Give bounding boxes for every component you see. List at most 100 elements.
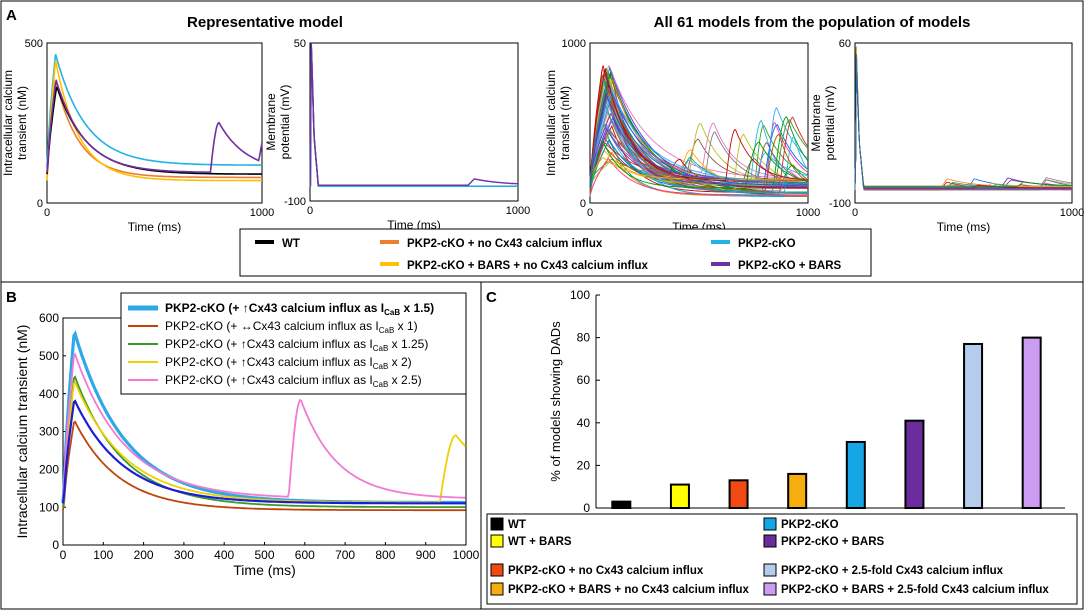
x-tick-label: 1000 <box>796 207 820 219</box>
b-series-line <box>61 399 466 505</box>
a3-model-line <box>589 66 808 184</box>
legend-c-swatch <box>490 534 504 548</box>
b-series-line <box>62 420 466 512</box>
a3-model-line <box>589 92 808 188</box>
legend-c-swatch <box>763 563 777 577</box>
a3-model-line <box>589 89 809 183</box>
b-series-line <box>62 375 466 508</box>
a4-model-line <box>854 54 1072 188</box>
legend-c: WT PKP2-cKO WT + BARS PKP2-cKO + BARS PK… <box>486 513 1078 605</box>
c-bar <box>904 419 925 510</box>
legend-b-entry: PKP2-cKO (+ ↔Cx43 calcium influx as ICaB… <box>128 319 418 335</box>
a1-series-line <box>46 79 262 179</box>
a4-model-line <box>854 61 1072 191</box>
legend-c-swatch <box>763 517 777 531</box>
y-tick-label: 500 <box>25 38 43 50</box>
c-y-tick-label: 60 <box>577 373 591 387</box>
y-tick-label: 0 <box>37 198 43 210</box>
legend-a-label-nocx43: PKP2-cKO + no Cx43 calcium influx <box>407 238 603 250</box>
a4-model-line <box>854 54 1072 189</box>
y-axis-label-line: Intracellular calcium <box>544 70 558 176</box>
y-tick-label: 400 <box>39 387 59 401</box>
a4-model-line <box>854 57 1072 188</box>
a4-model-line <box>854 65 1072 187</box>
x-tick-label: 500 <box>254 548 274 562</box>
x-tick-label: 1000 <box>250 207 274 219</box>
a4-model-line <box>854 66 1072 188</box>
a4-model-line <box>854 54 1072 189</box>
a4-model-line <box>854 57 1072 189</box>
panel-c-frame <box>480 281 1084 610</box>
x-tick-label: 0 <box>60 548 67 562</box>
y-tick-label: 50 <box>294 38 306 50</box>
a4-model-line <box>854 48 1072 188</box>
a4-model-line <box>854 47 1072 189</box>
title-representative: Representative model <box>187 14 343 31</box>
b-series-line <box>62 352 466 500</box>
a3-model-line <box>589 158 808 196</box>
y-axis-label-line: Membrane <box>264 93 278 151</box>
x-tick-label: 0 <box>44 207 50 219</box>
x-tick-label: 1000 <box>453 548 480 562</box>
x-tick-label: 0 <box>852 207 858 219</box>
legend-c-label: WT <box>508 519 526 531</box>
x-tick-label: 400 <box>214 548 234 562</box>
legend-c-label: WT + BARS <box>508 536 572 548</box>
y-tick-label: 60 <box>839 38 851 50</box>
a4-model-line <box>854 59 1072 188</box>
y-tick-label: -100 <box>829 198 851 210</box>
x-tick-label: 600 <box>295 548 315 562</box>
x-tick-label: 200 <box>134 548 154 562</box>
x-axis-label: Time (ms) <box>233 562 295 578</box>
x-axis-label: Time (ms) <box>128 220 182 234</box>
legend-b-entry: PKP2-cKO (+ ↑Cx43 calcium influx as ICaB… <box>128 373 422 389</box>
y-tick-label: 200 <box>39 463 59 477</box>
a4-model-line <box>854 57 1072 189</box>
a4-model-line <box>854 50 1072 187</box>
x-tick-label: 0 <box>307 205 313 217</box>
a2-series-line <box>309 42 518 187</box>
a4-model-line <box>854 65 1072 189</box>
x-tick-label: 700 <box>335 548 355 562</box>
y-axis-label: Intracellular calcium transient (nM) <box>14 325 30 539</box>
a3-model-line <box>589 65 808 180</box>
a3-model-line <box>589 67 809 182</box>
panel-c-label: C <box>486 289 497 306</box>
a3-model-line <box>589 140 808 193</box>
y-tick-label: 300 <box>39 425 59 439</box>
legend-c-label: PKP2-cKO + BARS + no Cx43 calcium influx <box>508 584 750 596</box>
a4-model-line <box>854 59 1072 189</box>
c-y-tick-label: 20 <box>577 458 591 472</box>
x-tick-label: 0 <box>587 207 593 219</box>
a3-model-line <box>589 140 809 189</box>
legend-c-label: PKP2-cKO <box>781 519 839 531</box>
y-axis-label-line: transient (nM) <box>15 86 29 160</box>
a1-series-line <box>46 78 263 173</box>
legend-c-box <box>486 513 1078 605</box>
c-y-tick-label: 0 <box>583 501 590 515</box>
a4-model-line <box>854 67 1072 191</box>
x-tick-label: 100 <box>93 548 113 562</box>
a4-model-line <box>854 60 1072 189</box>
a4-model-line <box>854 61 1072 187</box>
legend-a-label-wt: WT <box>282 238 300 250</box>
y-axis-label: Intracellular calciumtransient (nM) <box>544 70 572 176</box>
a4-model-line <box>854 49 1072 187</box>
legend-b-entry: PKP2-cKO (+ ↑Cx43 calcium influx as ICaB… <box>128 355 412 371</box>
a4-model-line <box>854 58 1072 188</box>
y-tick-label: 100 <box>39 500 59 514</box>
a4-model-line <box>854 52 1072 190</box>
x-tick-label: 1000 <box>1060 207 1084 219</box>
title-population: All 61 models from the population of mod… <box>654 14 971 31</box>
legend-b-label: PKP2-cKO (+ ↑Cx43 calcium influx as ICaB… <box>165 301 434 317</box>
y-axis-label: Membranepotential (mV) <box>264 85 292 160</box>
a4-model-line <box>854 47 1072 187</box>
a4-model-line <box>854 62 1072 190</box>
y-tick-label: 500 <box>39 349 59 363</box>
c-bar <box>787 472 808 510</box>
a4-model-line <box>854 53 1072 187</box>
a1-series-line <box>46 60 262 182</box>
a4-model-line <box>854 50 1072 189</box>
a4-model-line <box>854 64 1072 190</box>
a4-model-line <box>854 50 1072 189</box>
